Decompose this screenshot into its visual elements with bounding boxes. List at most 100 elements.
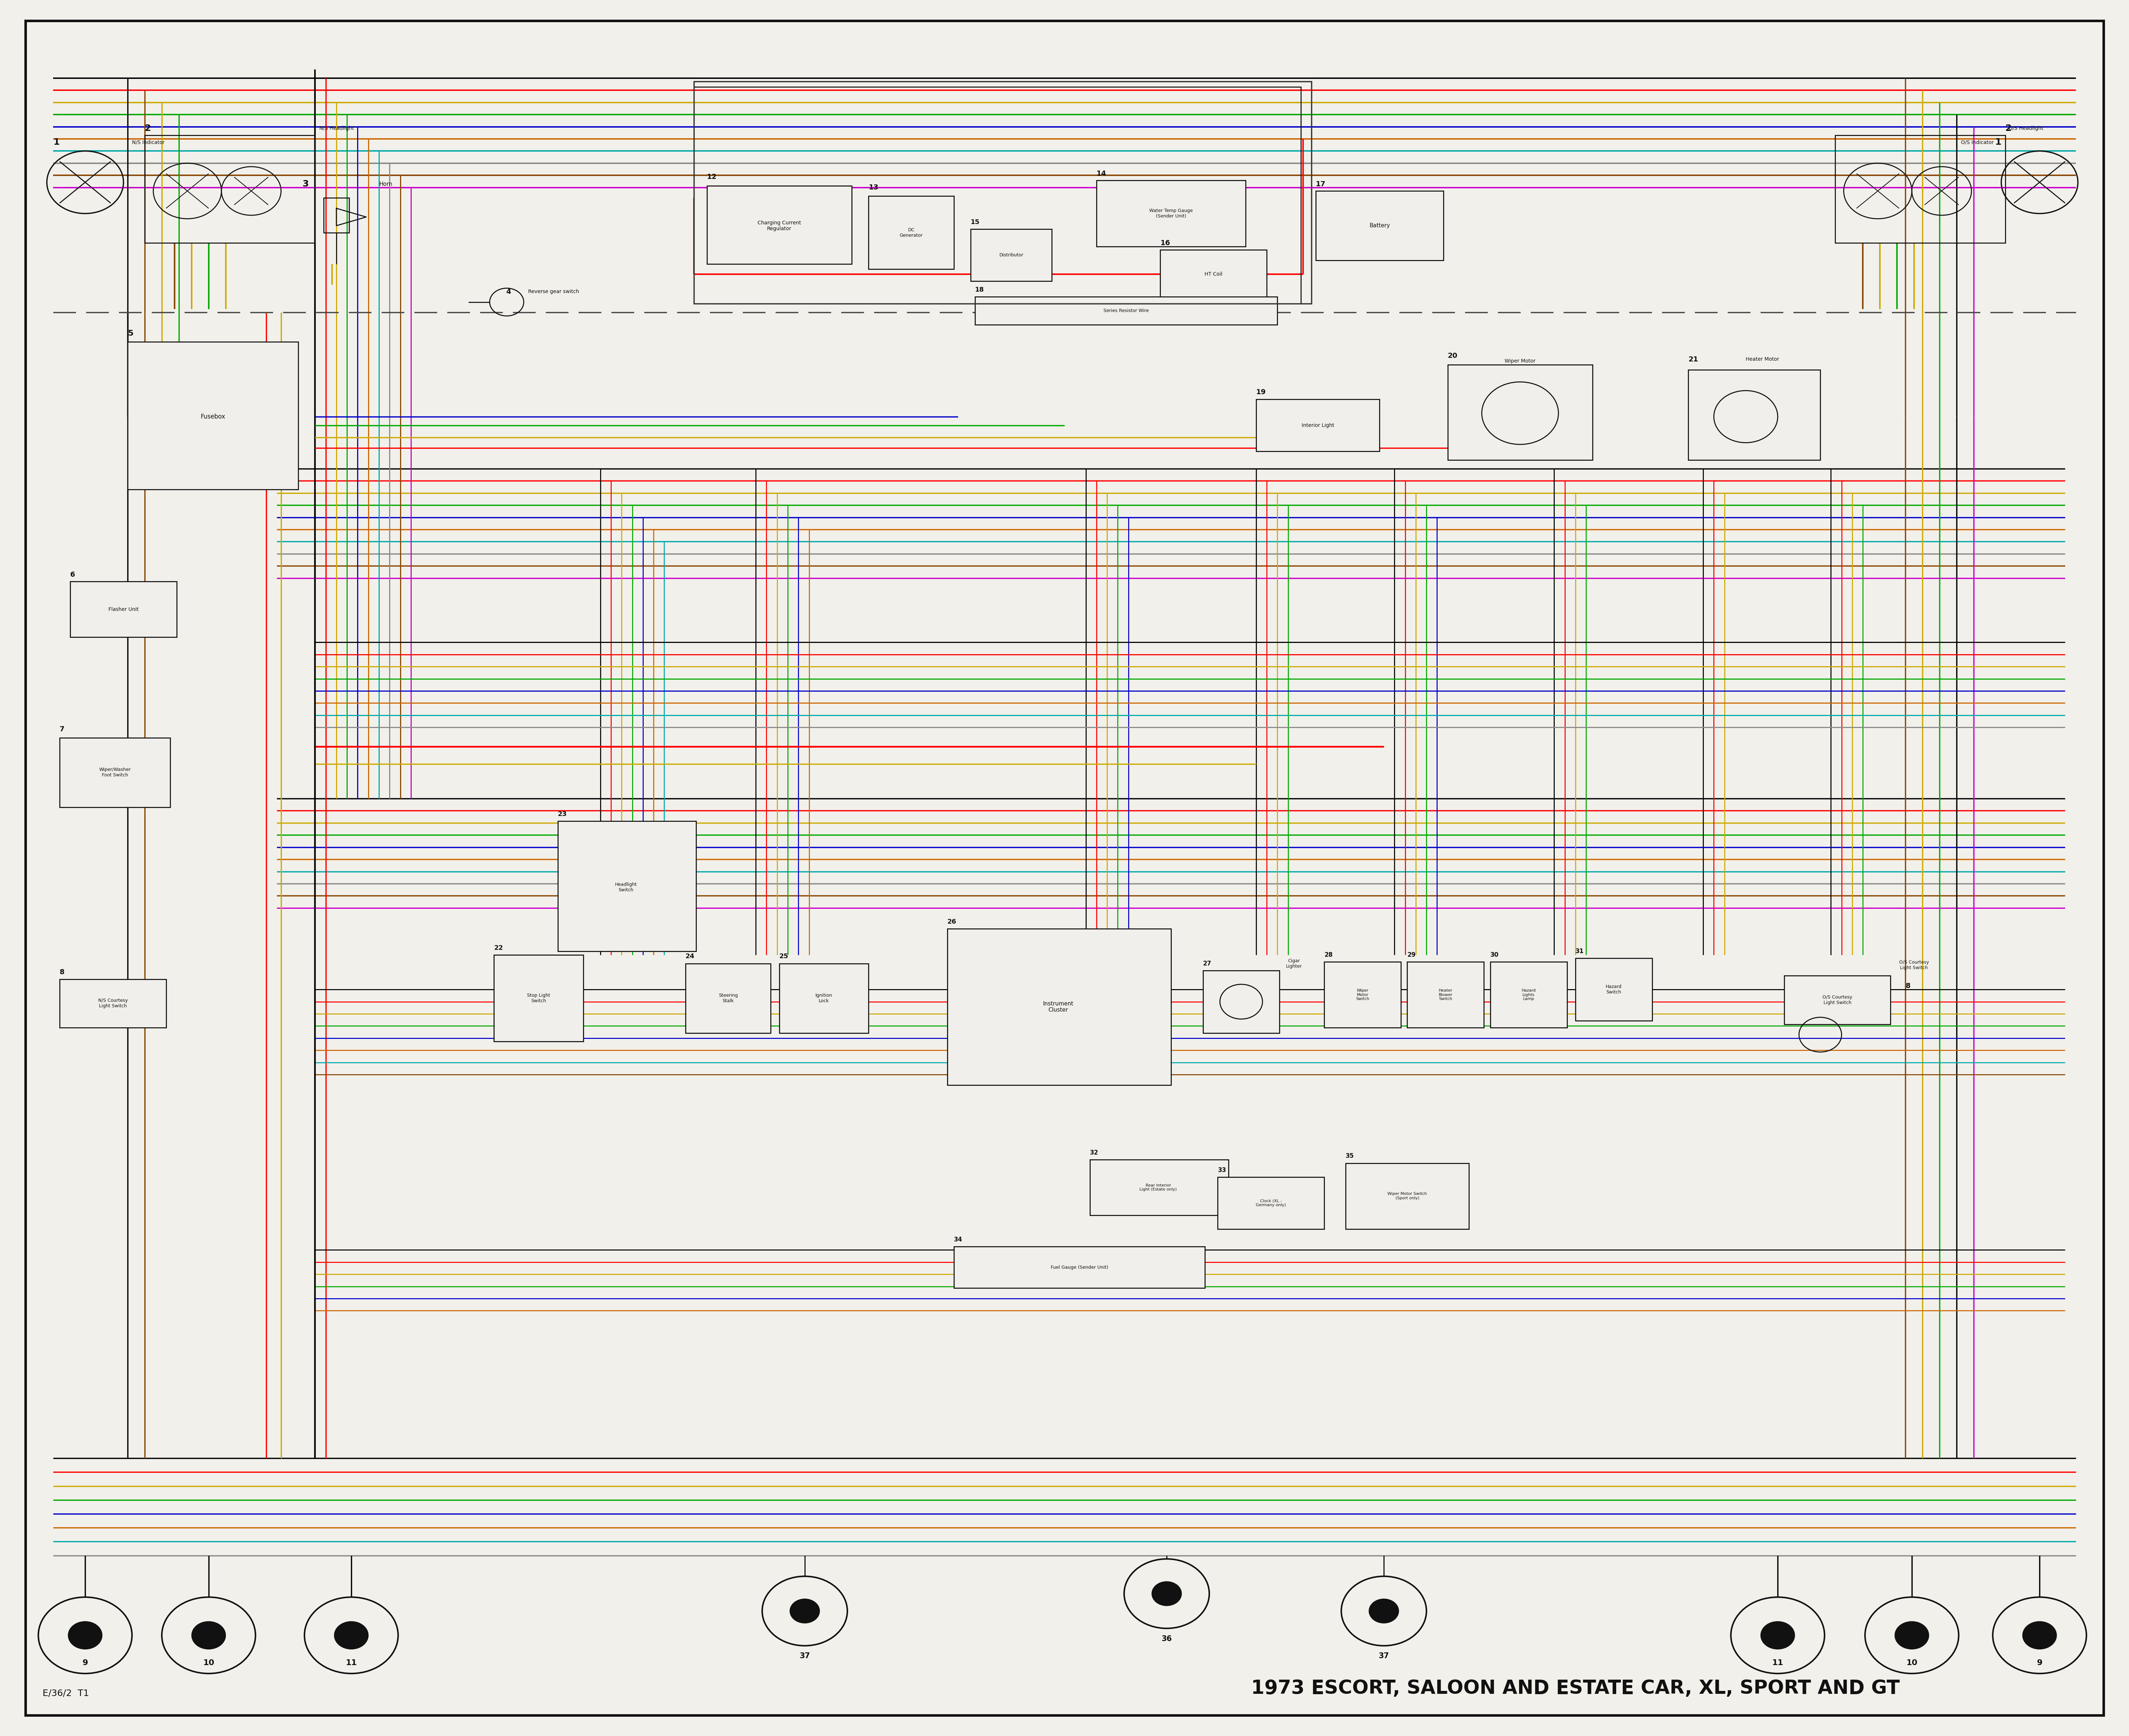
Text: 13: 13 bbox=[869, 184, 879, 191]
Circle shape bbox=[1152, 1581, 1182, 1606]
Circle shape bbox=[1895, 1621, 1929, 1649]
Text: 30: 30 bbox=[1490, 951, 1499, 958]
Text: 27: 27 bbox=[1203, 960, 1211, 967]
Text: 1: 1 bbox=[53, 137, 60, 148]
Bar bbox=[1407, 962, 1484, 1028]
Text: 5: 5 bbox=[128, 330, 134, 337]
Bar bbox=[60, 979, 166, 1028]
Text: 36: 36 bbox=[1162, 1635, 1171, 1642]
Text: 35: 35 bbox=[1346, 1153, 1354, 1160]
Circle shape bbox=[790, 1599, 820, 1623]
Bar bbox=[1096, 181, 1245, 247]
Text: O/S Headlight: O/S Headlight bbox=[2006, 127, 2044, 130]
Text: 7: 7 bbox=[60, 726, 64, 733]
Bar bbox=[70, 582, 177, 637]
Bar bbox=[1203, 970, 1280, 1033]
Text: 37: 37 bbox=[1380, 1653, 1388, 1660]
Text: 17: 17 bbox=[1316, 181, 1326, 187]
Text: 33: 33 bbox=[1218, 1167, 1226, 1174]
Text: DC
Generator: DC Generator bbox=[901, 227, 922, 238]
Text: 8: 8 bbox=[1905, 983, 1910, 990]
Text: 3: 3 bbox=[302, 179, 309, 189]
Text: 25: 25 bbox=[779, 953, 788, 960]
Text: 4: 4 bbox=[507, 288, 511, 295]
Text: Rear Interior
Light (Estate only): Rear Interior Light (Estate only) bbox=[1139, 1184, 1177, 1191]
Bar bbox=[971, 229, 1052, 281]
Text: O/S Courtesy
Light Switch: O/S Courtesy Light Switch bbox=[1899, 960, 1929, 970]
Text: 12: 12 bbox=[707, 174, 717, 181]
Text: Interior Light: Interior Light bbox=[1301, 424, 1335, 427]
Text: O/S Courtesy
Light Switch: O/S Courtesy Light Switch bbox=[1822, 995, 1852, 1005]
Text: Fuel Gauge (Sender Unit): Fuel Gauge (Sender Unit) bbox=[1050, 1266, 1109, 1269]
Text: Heater
Blower
Switch: Heater Blower Switch bbox=[1439, 990, 1452, 1000]
Text: 20: 20 bbox=[1448, 352, 1458, 359]
Text: Wiper/Washer
Foot Switch: Wiper/Washer Foot Switch bbox=[100, 767, 130, 778]
Text: Heater Motor: Heater Motor bbox=[1746, 358, 1780, 361]
Circle shape bbox=[334, 1621, 368, 1649]
Text: Fusebox: Fusebox bbox=[200, 413, 226, 420]
Text: Wiper
Motor
Switch: Wiper Motor Switch bbox=[1356, 990, 1369, 1000]
Text: N/S Headlight: N/S Headlight bbox=[319, 127, 353, 130]
Bar bbox=[1490, 962, 1567, 1028]
Text: 1973 ESCORT, SALOON AND ESTATE CAR, XL, SPORT AND GT: 1973 ESCORT, SALOON AND ESTATE CAR, XL, … bbox=[1252, 1679, 1899, 1698]
Bar bbox=[1090, 1160, 1228, 1215]
Text: 19: 19 bbox=[1256, 389, 1267, 396]
Text: 8: 8 bbox=[60, 969, 64, 976]
Text: 11: 11 bbox=[1771, 1660, 1784, 1667]
Text: 22: 22 bbox=[494, 944, 502, 951]
Text: Wiper Motor: Wiper Motor bbox=[1505, 359, 1535, 363]
Text: 6: 6 bbox=[70, 571, 75, 578]
Text: 2: 2 bbox=[145, 123, 151, 134]
Text: E/36/2  T1: E/36/2 T1 bbox=[43, 1689, 89, 1698]
Text: Series Resistor Wire: Series Resistor Wire bbox=[1103, 309, 1150, 312]
Text: Distributor: Distributor bbox=[999, 253, 1024, 257]
Text: 11: 11 bbox=[345, 1660, 358, 1667]
Text: 23: 23 bbox=[558, 811, 566, 818]
Bar bbox=[1346, 1163, 1469, 1229]
Text: N/S Courtesy
Light Switch: N/S Courtesy Light Switch bbox=[98, 998, 128, 1009]
Circle shape bbox=[68, 1621, 102, 1649]
Text: Hazard
Lights
Lamp: Hazard Lights Lamp bbox=[1522, 990, 1535, 1000]
Text: 10: 10 bbox=[1905, 1660, 1918, 1667]
Text: 31: 31 bbox=[1575, 948, 1584, 955]
Text: Water Temp Gauge
(Sender Unit): Water Temp Gauge (Sender Unit) bbox=[1150, 208, 1192, 219]
Text: Flasher Unit: Flasher Unit bbox=[109, 608, 138, 611]
Bar bbox=[947, 929, 1171, 1085]
Bar bbox=[1324, 962, 1401, 1028]
Bar bbox=[1688, 370, 1820, 460]
Text: 24: 24 bbox=[686, 953, 694, 960]
Bar bbox=[975, 297, 1277, 325]
Text: Steering
Stalk: Steering Stalk bbox=[717, 993, 739, 1003]
Bar bbox=[1160, 250, 1267, 299]
Circle shape bbox=[1761, 1621, 1795, 1649]
Text: 16: 16 bbox=[1160, 240, 1171, 247]
Bar bbox=[1448, 365, 1592, 460]
Text: 26: 26 bbox=[947, 918, 956, 925]
Text: Instrument
Cluster: Instrument Cluster bbox=[1043, 1002, 1073, 1012]
Text: 2: 2 bbox=[2006, 123, 2012, 134]
Text: O/S Indicator: O/S Indicator bbox=[1961, 141, 1997, 144]
Bar bbox=[869, 196, 954, 269]
Text: Clock (XL -
Germany only): Clock (XL - Germany only) bbox=[1256, 1200, 1286, 1207]
Bar bbox=[494, 955, 583, 1042]
Bar bbox=[1784, 976, 1891, 1024]
Bar bbox=[1256, 399, 1380, 451]
Text: Horn: Horn bbox=[379, 181, 392, 187]
Text: Reverse gear switch: Reverse gear switch bbox=[528, 290, 579, 293]
Bar bbox=[324, 198, 349, 233]
Text: Hazard
Switch: Hazard Switch bbox=[1605, 984, 1622, 995]
Bar bbox=[779, 963, 869, 1033]
Text: 9: 9 bbox=[83, 1660, 87, 1667]
Text: 21: 21 bbox=[1688, 356, 1699, 363]
Circle shape bbox=[1369, 1599, 1399, 1623]
Text: 1: 1 bbox=[1995, 137, 2001, 148]
Text: Wiper Motor Switch
(Sport only): Wiper Motor Switch (Sport only) bbox=[1388, 1193, 1426, 1200]
Text: 10: 10 bbox=[202, 1660, 215, 1667]
Bar bbox=[686, 963, 771, 1033]
Bar bbox=[128, 342, 298, 490]
Text: 14: 14 bbox=[1096, 170, 1107, 177]
Text: Stop Light
Switch: Stop Light Switch bbox=[528, 993, 549, 1003]
Text: Headlight
Switch: Headlight Switch bbox=[615, 882, 637, 892]
Circle shape bbox=[2023, 1621, 2057, 1649]
Bar bbox=[1316, 191, 1443, 260]
